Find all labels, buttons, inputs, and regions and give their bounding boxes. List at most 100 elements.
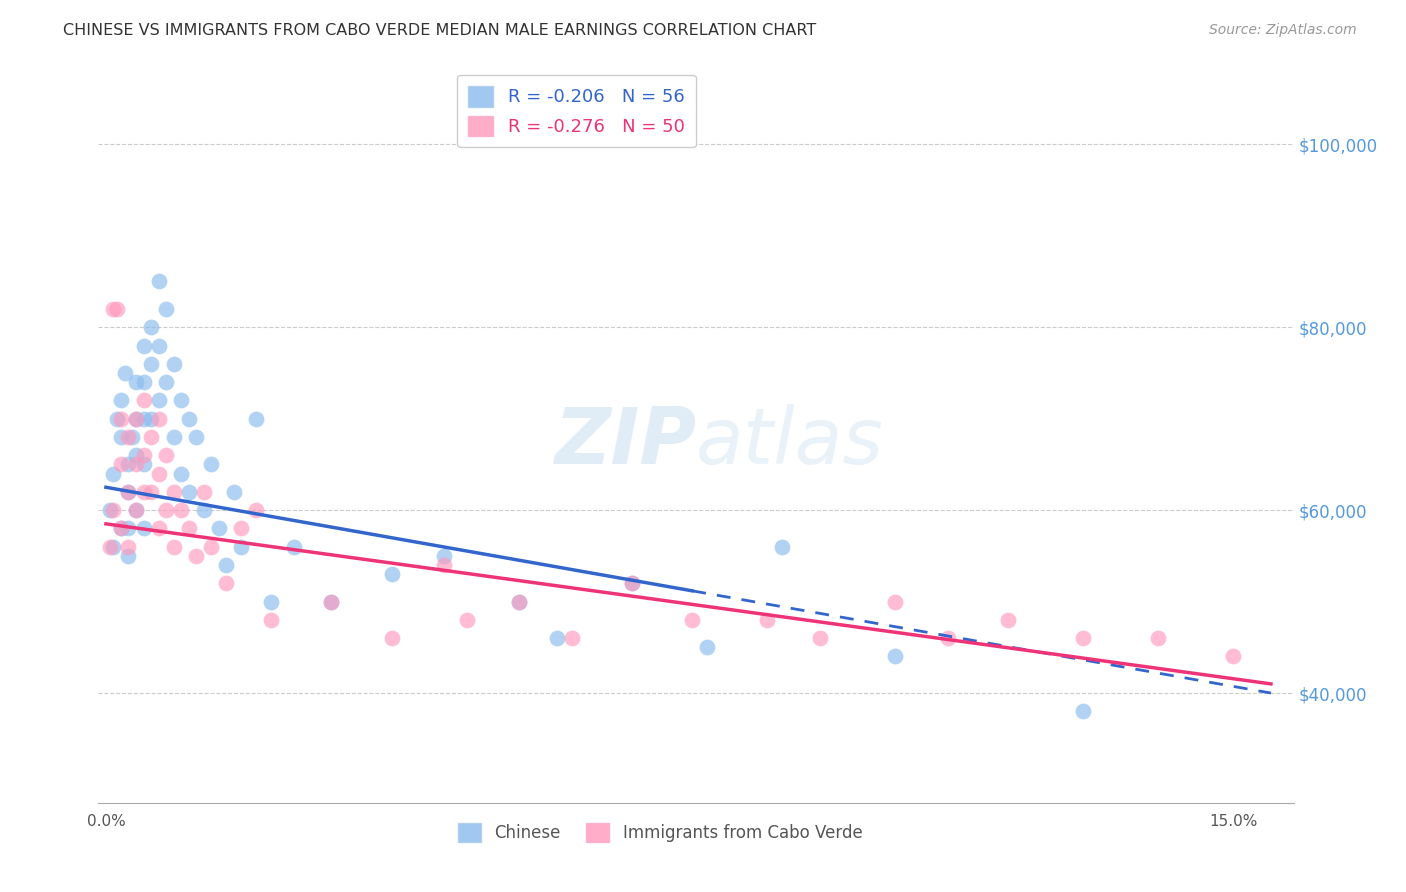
Point xyxy=(125,411,148,425)
Point xyxy=(117,484,139,499)
Point xyxy=(170,467,193,481)
Text: atlas: atlas xyxy=(696,403,884,480)
Point xyxy=(170,393,193,408)
Point xyxy=(561,631,583,645)
Point xyxy=(125,503,148,517)
Point xyxy=(162,430,184,444)
Point xyxy=(193,503,215,517)
Point xyxy=(770,540,793,554)
Point xyxy=(884,594,907,608)
Point xyxy=(184,549,207,563)
Point xyxy=(117,521,139,535)
Point xyxy=(139,357,162,371)
Point xyxy=(756,613,779,627)
Point xyxy=(245,411,267,425)
Point xyxy=(997,613,1019,627)
Point xyxy=(110,411,132,425)
Point xyxy=(139,430,162,444)
Point xyxy=(98,540,121,554)
Point xyxy=(155,503,177,517)
Point xyxy=(132,393,155,408)
Legend: Chinese, Immigrants from Cabo Verde: Chinese, Immigrants from Cabo Verde xyxy=(451,816,869,848)
Point xyxy=(110,458,132,472)
Point xyxy=(808,631,831,645)
Point xyxy=(110,430,132,444)
Point xyxy=(508,594,530,608)
Point xyxy=(103,503,125,517)
Point xyxy=(148,411,170,425)
Point xyxy=(98,503,121,517)
Point xyxy=(231,540,253,554)
Text: Source: ZipAtlas.com: Source: ZipAtlas.com xyxy=(1209,23,1357,37)
Point xyxy=(139,484,162,499)
Point xyxy=(148,338,170,352)
Point xyxy=(125,411,148,425)
Point xyxy=(321,594,343,608)
Point xyxy=(132,338,155,352)
Point xyxy=(184,430,207,444)
Point xyxy=(125,458,148,472)
Point xyxy=(508,594,530,608)
Point xyxy=(231,521,253,535)
Point xyxy=(132,458,155,472)
Point xyxy=(148,467,170,481)
Point xyxy=(321,594,343,608)
Point xyxy=(155,301,177,316)
Point xyxy=(148,393,170,408)
Point xyxy=(193,484,215,499)
Point xyxy=(170,503,193,517)
Point xyxy=(162,540,184,554)
Point xyxy=(215,558,238,572)
Point xyxy=(114,366,136,380)
Point xyxy=(132,484,155,499)
Point xyxy=(681,613,703,627)
Point xyxy=(132,448,155,462)
Point xyxy=(139,411,162,425)
Point xyxy=(696,640,718,655)
Point xyxy=(380,567,402,582)
Point xyxy=(162,357,184,371)
Point xyxy=(222,484,245,499)
Point xyxy=(132,375,155,389)
Point xyxy=(245,503,267,517)
Point xyxy=(208,521,231,535)
Point xyxy=(260,594,283,608)
Point xyxy=(132,521,155,535)
Point xyxy=(283,540,305,554)
Point xyxy=(177,411,200,425)
Point xyxy=(139,320,162,334)
Point xyxy=(155,375,177,389)
Point xyxy=(260,613,283,627)
Point xyxy=(215,576,238,591)
Point xyxy=(162,484,184,499)
Point xyxy=(200,540,222,554)
Point xyxy=(936,631,959,645)
Point xyxy=(1147,631,1170,645)
Point xyxy=(125,448,148,462)
Point xyxy=(117,430,139,444)
Point xyxy=(621,576,644,591)
Point xyxy=(456,613,478,627)
Point xyxy=(125,503,148,517)
Point xyxy=(148,275,170,289)
Point xyxy=(110,521,132,535)
Point xyxy=(125,375,148,389)
Point xyxy=(1071,631,1094,645)
Point xyxy=(380,631,402,645)
Point xyxy=(132,411,155,425)
Text: ZIP: ZIP xyxy=(554,403,696,480)
Point xyxy=(117,540,139,554)
Point xyxy=(110,393,132,408)
Point xyxy=(433,549,456,563)
Point xyxy=(110,521,132,535)
Point xyxy=(103,467,125,481)
Point xyxy=(546,631,568,645)
Point xyxy=(117,458,139,472)
Point xyxy=(105,301,128,316)
Point xyxy=(148,521,170,535)
Point xyxy=(1222,649,1244,664)
Point xyxy=(177,521,200,535)
Point xyxy=(103,540,125,554)
Point xyxy=(177,484,200,499)
Point xyxy=(884,649,907,664)
